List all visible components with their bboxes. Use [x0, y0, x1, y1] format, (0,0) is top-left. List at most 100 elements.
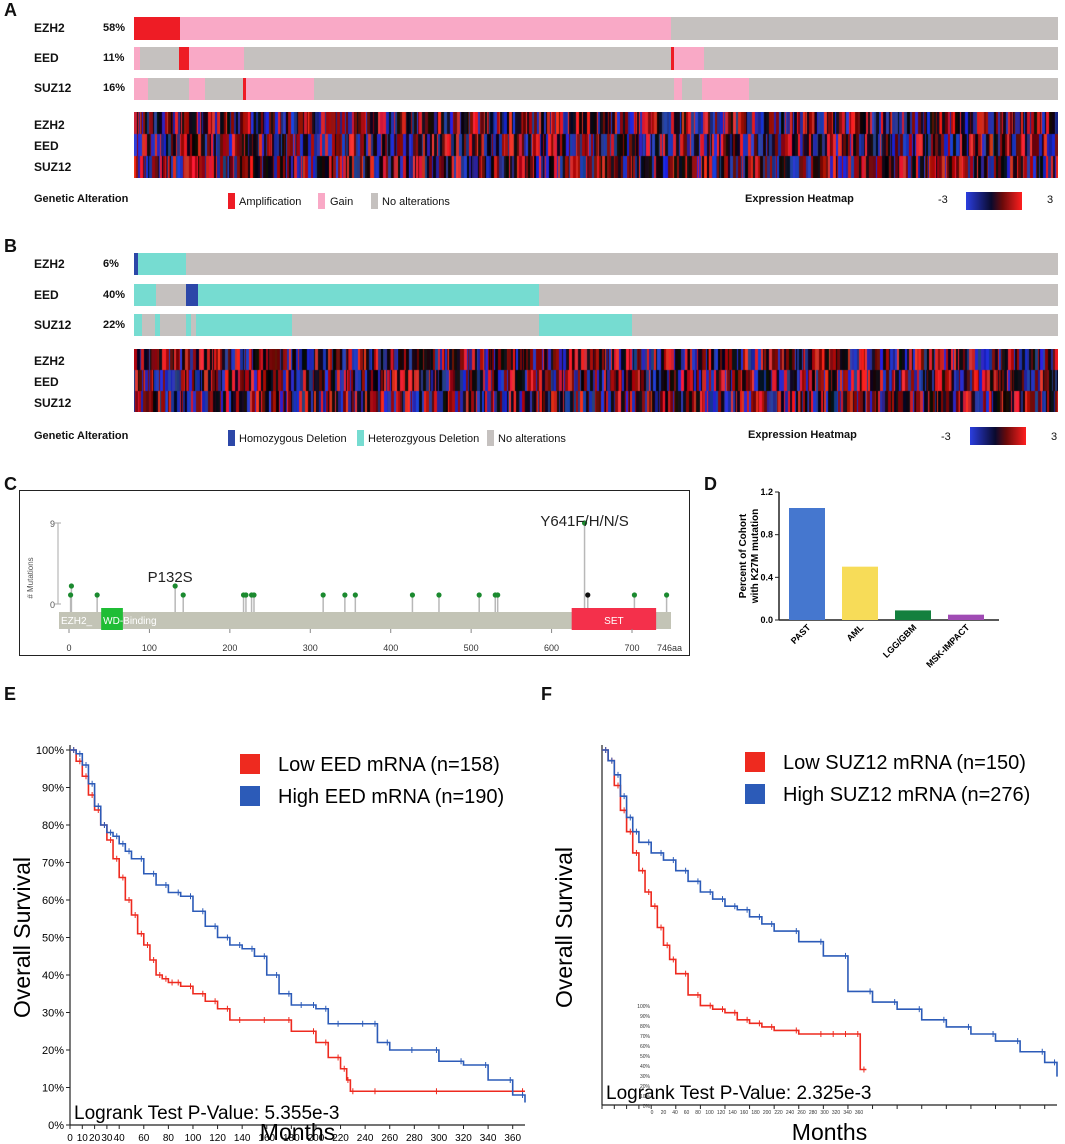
- mini-xtick: 360: [855, 1110, 864, 1116]
- track-percent: 16%: [103, 82, 126, 94]
- km-xtick: 100: [185, 1133, 202, 1144]
- km-ytick: 0%: [48, 1120, 64, 1132]
- km-legend-swatch: [240, 786, 260, 806]
- km-ytick: 50%: [42, 933, 64, 945]
- mini-xtick: 320: [832, 1110, 841, 1116]
- bar-ytick: 1.2: [760, 487, 773, 497]
- mutation-marker: [436, 592, 442, 598]
- track-percent: 11%: [103, 52, 125, 64]
- protein-axis-tick: 600: [544, 643, 559, 653]
- heatmap-gene-label: EZH2: [34, 118, 65, 132]
- km-series-line: [602, 749, 1058, 1077]
- heatmap-gene-label: EED: [34, 139, 59, 153]
- km-ytick: 100%: [36, 745, 64, 757]
- km-legend-swatch: [745, 752, 765, 772]
- bar-ytick: 0.0: [760, 615, 773, 625]
- mini-xtick: 20: [661, 1110, 667, 1116]
- domain-label: SET: [604, 616, 623, 627]
- lollipop-ymax: 9: [50, 519, 55, 529]
- mini-xtick: 260: [797, 1110, 806, 1116]
- km-xtick: 300: [431, 1133, 448, 1144]
- mini-ytick: 80%: [640, 1024, 651, 1030]
- track-gene-label: EZH2: [34, 21, 65, 35]
- bar: [842, 566, 878, 620]
- km-xtick: 360: [504, 1133, 521, 1144]
- mutation-marker: [352, 592, 358, 598]
- heatmap-gene-label: SUZ12: [34, 396, 72, 410]
- legend-label: Heterozgyous Deletion: [368, 433, 480, 445]
- bar-ytick: 0.8: [760, 530, 773, 540]
- mini-ytick: 30%: [640, 1074, 651, 1080]
- protein-axis-tick: 300: [303, 643, 318, 653]
- protein-backbone: [59, 612, 671, 629]
- km-ylabel: Overall Survival: [551, 847, 577, 1008]
- panel-label-d: D: [704, 474, 717, 494]
- km-legend-label: Low SUZ12 mRNA (n=150): [783, 752, 1026, 774]
- bar-chart-k27m: Percent of Cohort with K27M mutation 0.0…: [738, 487, 999, 670]
- km-logrank-annotation: Logrank Test P-Value: 2.325e-3: [606, 1083, 871, 1104]
- km-series-line: [70, 749, 526, 1103]
- track-gene-label: SUZ12: [34, 318, 72, 332]
- mutation-marker: [172, 583, 178, 589]
- km-xtick: 160: [258, 1133, 275, 1144]
- km-ylabel: Overall Survival: [9, 857, 35, 1018]
- legend-swatch-no-alterations: [487, 430, 494, 446]
- km-xtick: 260: [381, 1133, 398, 1144]
- mutation-callout-p132s: P132S: [148, 569, 193, 586]
- track-percent: 40%: [103, 289, 126, 301]
- km-ytick: 90%: [42, 783, 64, 795]
- bar-ylabel-line1: Percent of Cohort: [738, 513, 749, 598]
- km-legend-label: Low EED mRNA (n=158): [278, 754, 500, 776]
- mutation-callout-y641: Y641F/H/N/S: [540, 513, 628, 530]
- oncoprint-track-ezh2: [134, 17, 1058, 40]
- legend-label: No alterations: [498, 433, 566, 445]
- km-xtick: 320: [455, 1133, 472, 1144]
- mini-xtick: 40: [672, 1110, 678, 1116]
- bar-category-label: MSK-IMPACT: [924, 622, 972, 670]
- mutation-marker: [631, 592, 638, 598]
- mini-xtick: 60: [684, 1110, 690, 1116]
- track-percent: 58%: [103, 22, 126, 34]
- km-xlabel: Months: [260, 1119, 335, 1144]
- km-xtick: 10: [77, 1133, 89, 1144]
- protein-axis-tick: 0: [66, 643, 71, 653]
- km-xtick: 220: [332, 1133, 349, 1144]
- mutation-marker: [476, 592, 482, 598]
- protein-domain: [101, 608, 123, 630]
- km-xtick: 20: [89, 1133, 101, 1144]
- km-xtick: 200: [308, 1133, 325, 1144]
- track-percent: 6%: [103, 258, 119, 270]
- legend-swatch-no-alterations: [371, 193, 378, 209]
- km-xtick: 240: [357, 1133, 374, 1144]
- km-legend-swatch: [745, 784, 765, 804]
- km-legend-swatch: [240, 754, 260, 774]
- oncoprint-track-eed: [134, 47, 1058, 70]
- km-xtick: 60: [138, 1133, 150, 1144]
- legend-swatch-homozygous-deletion: [228, 430, 235, 446]
- mini-xtick: 200: [763, 1110, 772, 1116]
- domain-label: WD-Binding: [103, 616, 156, 627]
- legend-title: Genetic Alteration: [34, 193, 129, 205]
- panel-label-a: A: [4, 0, 17, 20]
- km-legend-label: High SUZ12 mRNA (n=276): [783, 784, 1030, 806]
- bar-ytick: 0.4: [760, 572, 773, 582]
- mini-xtick: 280: [809, 1110, 818, 1116]
- heatmap-legend-max: 3: [1047, 194, 1054, 206]
- bar: [789, 508, 825, 620]
- km-legend-label: High EED mRNA (n=190): [278, 786, 504, 808]
- lollipop-plot: # Mutations 9 0 WD-Binding SET EZH2_ 0 100…: [19, 490, 690, 656]
- bar-category-label: AML: [845, 622, 866, 643]
- heatmap-legend-title: Expression Heatmap: [748, 429, 857, 441]
- bar-ylabel-line2: with K27M mutation: [750, 509, 761, 604]
- oncoprint-track-suz12: [134, 314, 1058, 336]
- bar: [948, 614, 984, 620]
- heatmap-color-scale: [970, 427, 1026, 445]
- mini-ytick: 70%: [640, 1034, 651, 1040]
- mini-ytick: 100%: [637, 1004, 650, 1010]
- mutation-marker: [663, 592, 670, 598]
- mini-ytick: 40%: [640, 1064, 651, 1070]
- protein-domain: [571, 608, 657, 630]
- heatmap-gene-label: EED: [34, 375, 59, 389]
- heatmap-legend-min: -3: [941, 431, 951, 443]
- legend-label: Gain: [330, 196, 354, 208]
